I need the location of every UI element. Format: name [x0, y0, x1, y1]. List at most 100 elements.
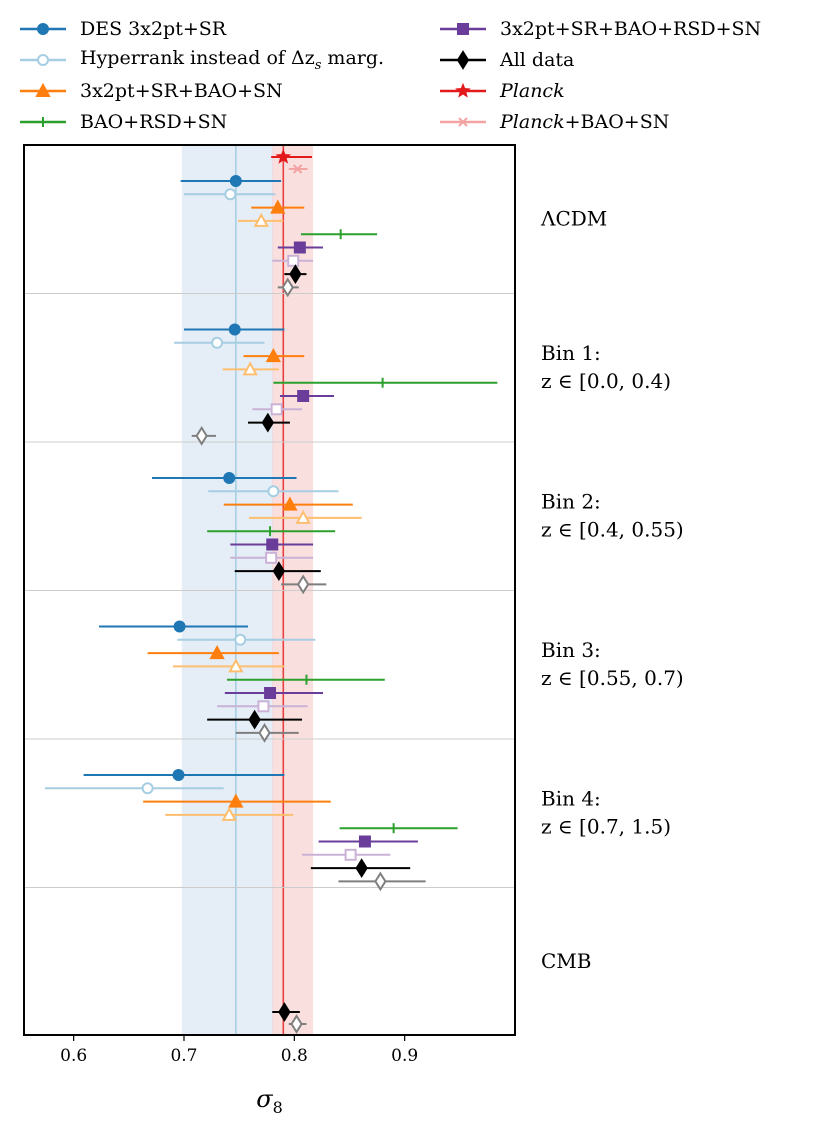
data-point [264, 687, 277, 699]
data-point [141, 782, 154, 795]
series-6 [217, 254, 391, 861]
data-point [278, 1002, 291, 1022]
group-label-cmb: CMB [541, 949, 591, 973]
legend-item: Planck [438, 76, 565, 106]
legend-item: DES 3x2pt+SR [18, 14, 226, 44]
legend-swatch [440, 50, 486, 70]
data-point [281, 277, 294, 298]
legend-marker [458, 117, 468, 127]
legend-marker [37, 23, 49, 35]
data-point [355, 858, 368, 878]
legend-item: 3x2pt+SR+BAO+SN [18, 76, 283, 106]
data-point [228, 793, 244, 808]
legend-label: Hyperrank instead of Δzs marg. [80, 47, 385, 73]
series-0 [83, 175, 297, 781]
series-8 [191, 277, 426, 1034]
data-point [172, 769, 185, 781]
data-point [261, 412, 275, 433]
data-point [295, 509, 311, 524]
legend-swatch [440, 82, 486, 98]
x-tick-label: 0.9 [391, 1046, 418, 1066]
series-4 [207, 229, 498, 834]
legend: DES 3x2pt+SR Hyperrank instead of Δzs mar… [0, 0, 830, 140]
data-point [258, 723, 271, 743]
data-point [272, 561, 286, 581]
legend-label: 3x2pt+SR+BAO+RSD+SN [500, 18, 762, 40]
data-point [248, 709, 261, 730]
data-point [275, 148, 292, 164]
data-point [234, 633, 247, 646]
data-point [223, 472, 236, 484]
data-point [242, 361, 258, 376]
x-tick-label: 0.7 [170, 1046, 197, 1066]
data-point [292, 164, 303, 174]
x-tick-label: 0.6 [60, 1046, 87, 1066]
series-7 [207, 264, 411, 1022]
legend-swatch [20, 54, 66, 66]
legend-item: All data [438, 45, 574, 75]
data-point [173, 620, 186, 633]
series-10 [288, 164, 308, 174]
legend-label: 3x2pt+SR+BAO+SN [80, 80, 283, 102]
group-label-bin1: Bin 1: z ∈ [0.0, 0.4) [541, 341, 671, 393]
data-point [224, 188, 237, 201]
legend-item: 3x2pt+SR+BAO+RSD+SN [438, 14, 761, 44]
x-tick-label: 0.8 [281, 1046, 308, 1066]
series-1 [44, 188, 339, 795]
series-3 [165, 212, 362, 821]
plot-frame [23, 144, 516, 1036]
series-5 [224, 241, 418, 848]
data-point [344, 848, 357, 861]
data-point [209, 645, 225, 660]
data-point [265, 551, 278, 564]
data-point [221, 806, 237, 821]
legend-marker [35, 82, 51, 97]
data-point [228, 658, 244, 673]
legend-label: Planck+BAO+SN [500, 111, 670, 133]
data-point [270, 199, 286, 214]
data-point [266, 538, 279, 551]
legend-swatch [20, 23, 66, 35]
group-label-bin4: Bin 4: z ∈ [0.7, 1.5) [541, 786, 671, 838]
legend-swatch [440, 117, 486, 127]
legend-label: Planck [500, 80, 565, 102]
data-point [296, 574, 310, 595]
data-point [374, 871, 387, 892]
legend-marker [456, 50, 470, 70]
x-axis-title: σ8 [256, 1085, 283, 1117]
group-label-bin3: Bin 3: z ∈ [0.55, 0.7) [541, 638, 684, 690]
data-point [253, 212, 269, 227]
legend-label: DES 3x2pt+SR [80, 18, 227, 40]
data-point [297, 390, 310, 402]
legend-label: BAO+RSD+SN [80, 111, 228, 133]
legend-label: All data [500, 49, 575, 71]
legend-item: Hyperrank instead of Δzs marg. [18, 45, 384, 75]
data-point [211, 336, 224, 349]
data-point [290, 1014, 303, 1034]
series-9 [271, 148, 312, 164]
data-point [289, 264, 302, 284]
group-label-lcdm: ΛCDM [540, 206, 607, 230]
group-label-bin2: Bin 2: z ∈ [0.4, 0.55) [541, 489, 684, 541]
data-point [267, 485, 280, 498]
legend-marker [457, 23, 469, 35]
data-point [265, 348, 282, 363]
data-point [287, 254, 300, 267]
data-point [228, 323, 241, 336]
data-point [358, 835, 371, 848]
data-point [293, 241, 306, 254]
legend-swatch [20, 82, 66, 97]
legend-marker [455, 82, 471, 98]
data-point [195, 426, 208, 446]
data-point [229, 175, 242, 187]
data-point [270, 403, 283, 416]
data-point [257, 700, 270, 713]
legend-swatch [440, 23, 486, 35]
legend-swatch [20, 117, 66, 127]
legend-item: Planck+BAO+SN [438, 107, 669, 137]
legend-marker [37, 54, 49, 66]
data-point [282, 496, 298, 511]
series-2 [143, 199, 353, 808]
legend-item: BAO+RSD+SN [18, 107, 227, 137]
